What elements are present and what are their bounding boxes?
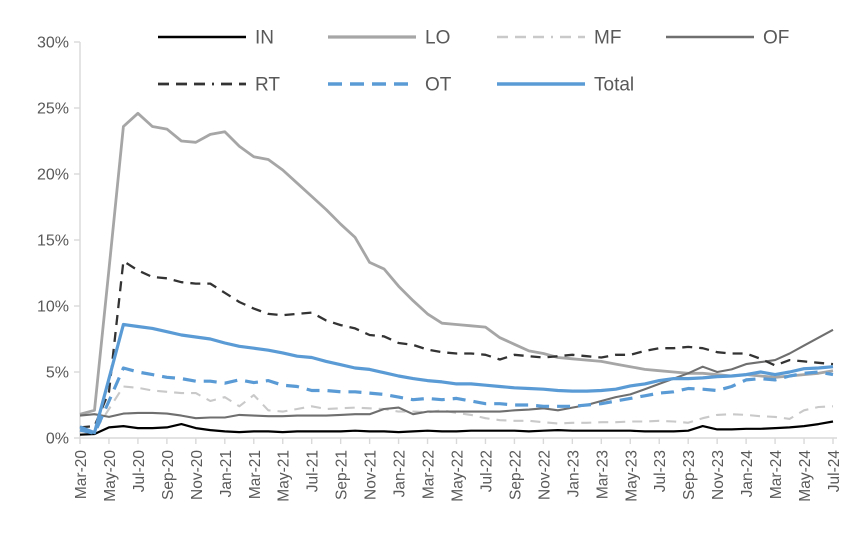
x-tick-label: Jul-24 [826, 450, 843, 493]
x-tick-label: Nov-23 [710, 450, 727, 500]
x-tick-label: Nov-22 [536, 450, 553, 500]
y-tick-label: 0% [46, 431, 69, 448]
x-tick-label: Jul-22 [478, 450, 495, 492]
y-tick-label: 15% [37, 233, 69, 250]
legend-label-RT: RT [255, 75, 280, 96]
x-tick-label: Jul-23 [652, 450, 669, 492]
x-tick-label: Nov-20 [189, 450, 206, 500]
x-tick-label: Sep-23 [681, 450, 698, 500]
x-tick-label: May-24 [797, 450, 814, 502]
x-tick-label: May-22 [450, 450, 467, 502]
series-line-RT [79, 259, 834, 429]
legend-label-OF: OF [763, 28, 789, 49]
x-tick-label: Jan-21 [218, 450, 235, 497]
y-tick-label: 25% [37, 101, 69, 118]
series-line-Total [79, 322, 834, 435]
x-tick-label: Mar-20 [73, 450, 90, 499]
x-tick-label: Jul-21 [305, 450, 322, 492]
y-tick-label: 5% [46, 365, 69, 382]
legend-label-IN: IN [255, 28, 274, 49]
x-tick-label: Mar-24 [768, 450, 785, 499]
legend-label-OT: OT [425, 75, 452, 96]
x-tick-label: Nov-21 [363, 450, 380, 500]
x-tick-label: Mar-23 [594, 450, 611, 499]
legend-label-MF: MF [594, 28, 621, 49]
x-tick-label: May-20 [102, 450, 119, 502]
x-tick-label: Sep-20 [160, 450, 177, 500]
series-line-OT [79, 366, 834, 435]
x-tick-label: Jan-22 [392, 450, 409, 497]
x-tick-label: Mar-21 [247, 450, 264, 499]
x-tick-label: Jan-23 [565, 450, 582, 497]
x-tick-label: May-21 [276, 450, 293, 502]
y-tick-label: 30% [37, 35, 69, 52]
legend-label-LO: LO [425, 28, 450, 49]
legend-label-Total: Total [594, 75, 634, 96]
x-tick-label: May-23 [623, 450, 640, 502]
series-line-LO [79, 111, 834, 416]
x-tick-label: Jan-24 [739, 450, 756, 498]
x-tick-label: Jul-20 [131, 450, 148, 493]
series-line-OF [79, 328, 834, 420]
series-line-IN [79, 420, 834, 436]
x-tick-label: Sep-22 [507, 450, 524, 500]
x-tick-label: Mar-22 [421, 450, 438, 499]
series-line-MF [80, 385, 834, 433]
x-tick-label: Sep-21 [334, 450, 351, 500]
y-tick-label: 20% [37, 167, 69, 184]
y-tick-label: 10% [37, 299, 69, 316]
